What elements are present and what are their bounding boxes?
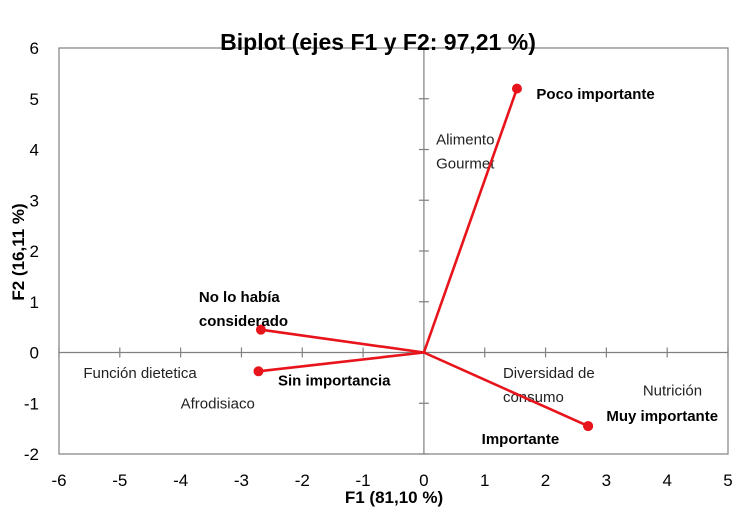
x-tick-label: -6 <box>51 471 66 490</box>
x-tick-label: 3 <box>602 471 611 490</box>
variable-point <box>253 366 264 377</box>
variable-vector <box>422 88 519 353</box>
x-tick-label: -2 <box>295 471 310 490</box>
x-tick-label: -4 <box>173 471 188 490</box>
y-tick-label: 6 <box>30 39 39 58</box>
x-tick-label: -3 <box>234 471 249 490</box>
variable-label: Sin importancia <box>278 372 391 389</box>
observation-label: Alimento Gourmet <box>436 131 495 172</box>
observation-label: Función dietetica <box>83 365 197 382</box>
y-tick-label: -1 <box>24 394 39 413</box>
y-axis-title: F2 (16,11 %) <box>9 203 28 300</box>
variable-vector <box>423 351 589 428</box>
y-tick-label: 0 <box>30 344 39 363</box>
x-tick-label: 0 <box>419 471 428 490</box>
variable-label: Poco importante <box>536 86 654 103</box>
x-tick-label: 4 <box>662 471 671 490</box>
variable-label: No lo había considerado <box>199 289 288 330</box>
x-tick-label: 2 <box>541 471 550 490</box>
x-axis-title: F1 (81,10 %) <box>345 488 443 507</box>
variable-label: Importante <box>482 431 560 448</box>
variable-vector <box>260 328 425 354</box>
plot-area <box>58 47 729 455</box>
x-tick-label: -1 <box>356 471 371 490</box>
variable-point <box>583 421 594 432</box>
x-tick-label: -5 <box>112 471 127 490</box>
x-tick-label: 5 <box>723 471 732 490</box>
y-tick-label: 2 <box>30 242 39 261</box>
chart-title: Biplot (ejes F1 y F2: 97,21 %) <box>220 29 536 55</box>
x-tick-label: 1 <box>480 471 489 490</box>
y-tick-label: -2 <box>24 445 39 464</box>
y-tick-label: 1 <box>30 293 39 312</box>
y-tick-label: 3 <box>30 191 39 210</box>
variable-point <box>511 83 522 94</box>
observation-label: Diversidad de consumo <box>503 365 595 406</box>
y-tick-label: 5 <box>30 90 39 109</box>
variable-point <box>255 324 266 335</box>
observation-label: Afrodisiaco <box>181 395 255 412</box>
variable-label: Muy importante <box>606 408 718 425</box>
variable-vector <box>258 351 425 373</box>
observation-label: Nutrición <box>643 383 702 400</box>
y-tick-label: 4 <box>30 141 39 160</box>
